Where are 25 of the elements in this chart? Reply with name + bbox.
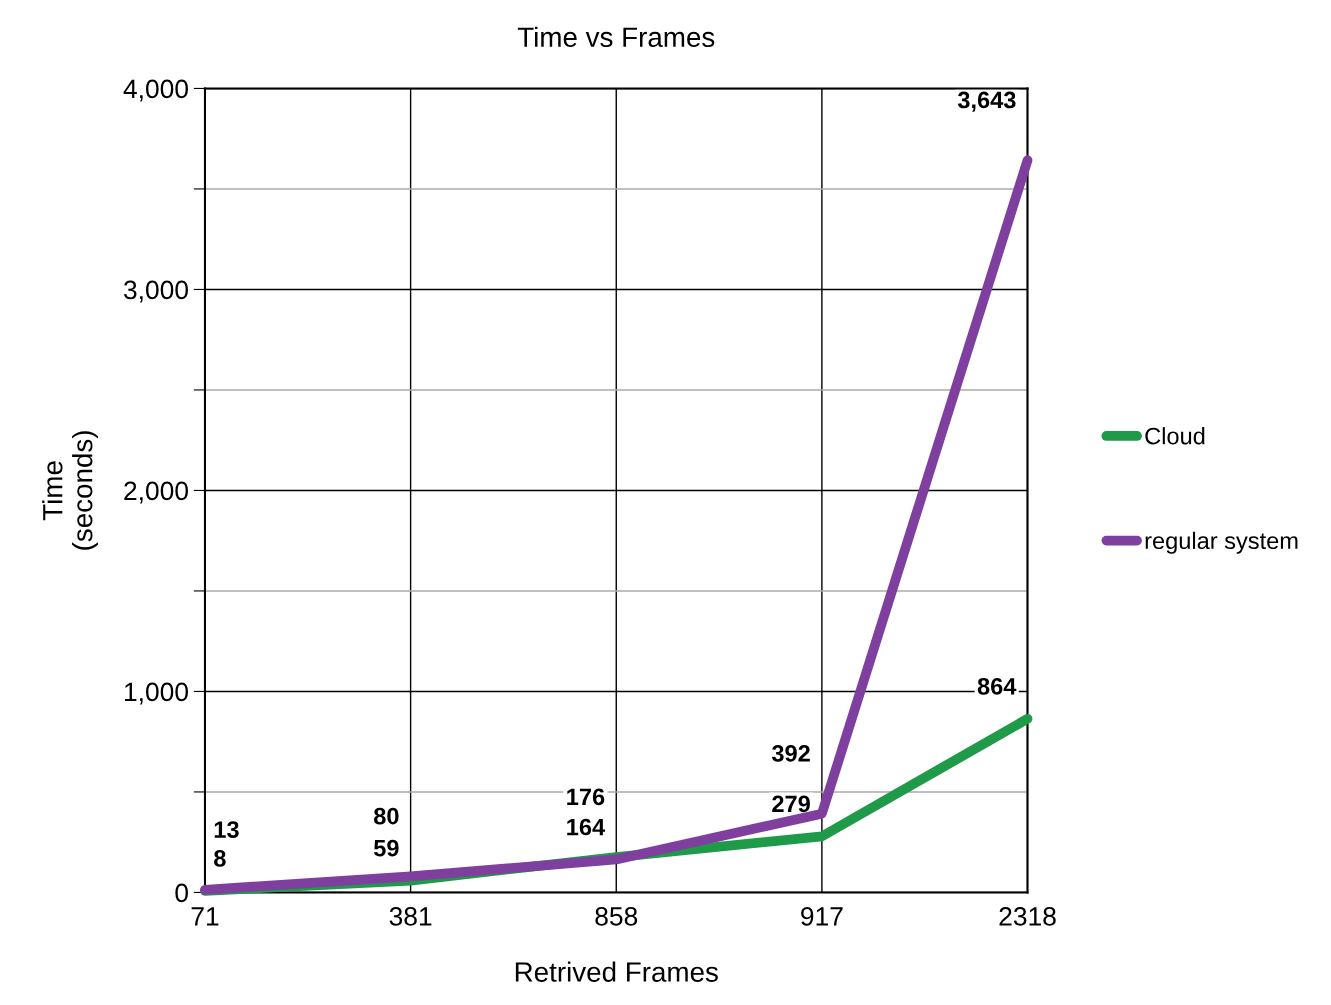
x-tick-label: 381: [389, 907, 432, 926]
data-label: 164: [567, 818, 606, 836]
y-tick-label: 0: [175, 883, 188, 903]
legend-label: Cloud: [1145, 427, 1205, 445]
data-label: 176: [567, 788, 605, 806]
legend-label: regular system: [1145, 531, 1298, 554]
x-tick-label: 2318: [999, 907, 1056, 926]
x-tick-label: 71: [191, 907, 219, 926]
y-tick-label: 1,000: [124, 682, 188, 705]
y-axis-title: Time (seconds): [42, 431, 98, 550]
x-axis-title: Retrived Frames: [515, 961, 718, 982]
y-tick-label: 3,000: [123, 280, 188, 303]
y-tick-label: 4,000: [123, 79, 188, 102]
y-tick-label: 2,000: [124, 481, 188, 504]
chart-title: Time vs Frames: [517, 26, 715, 48]
data-label: 13: [214, 821, 239, 838]
data-label: 8: [214, 850, 226, 867]
data-label: 864: [977, 677, 1017, 695]
data-label: 392: [771, 745, 810, 762]
data-label: 59: [373, 839, 399, 857]
data-label: 279: [772, 795, 810, 813]
data-label: 3,643: [957, 91, 1016, 112]
x-tick-label: 917: [801, 907, 843, 926]
data-label: 80: [373, 807, 399, 825]
x-tick-label: 858: [595, 907, 638, 926]
